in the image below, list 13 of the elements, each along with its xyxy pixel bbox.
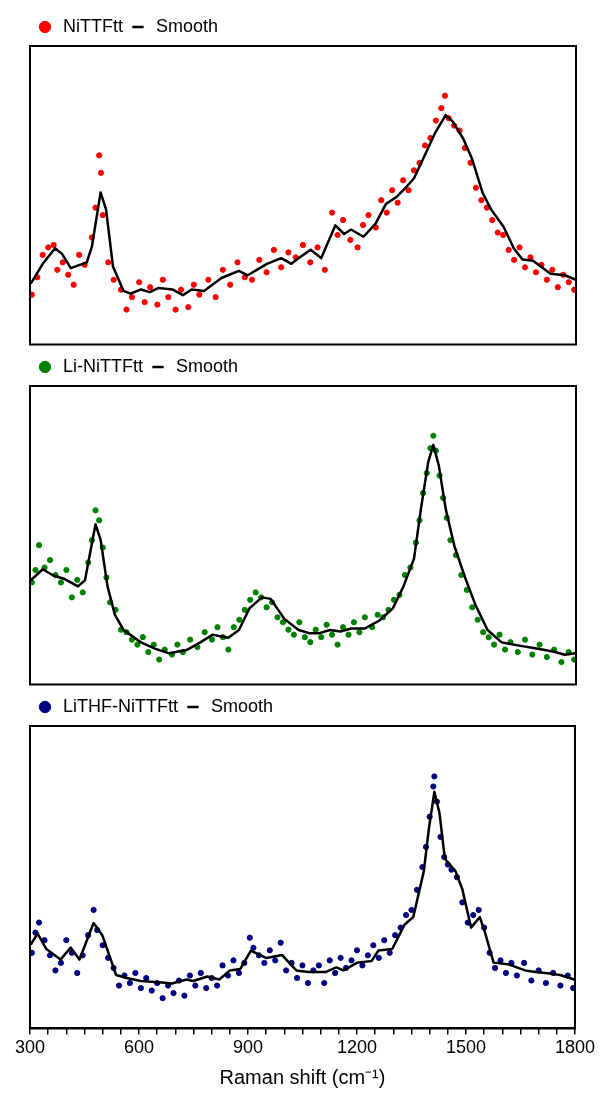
legend-label: Li-NiTTFtt [63,355,143,376]
x-tick-label: 900 [232,1037,264,1058]
x-tick-label: 1200 [336,1037,378,1058]
legend-label: Smooth [210,695,274,716]
x-tick-label: 1800 [554,1037,595,1058]
legend-label: LiTHF-NiTTFtt [63,695,178,716]
x-tick-label: 600 [123,1037,155,1058]
legend-label: Smooth [175,355,239,376]
x-tick-label: 300 [14,1037,46,1058]
x-axis-title: Raman shift (cm⁻¹) [219,1065,386,1088]
legend-label: Smooth [155,15,219,36]
legend-label: NiTTFtt [63,15,123,36]
x-tick-label: 1500 [445,1037,487,1058]
